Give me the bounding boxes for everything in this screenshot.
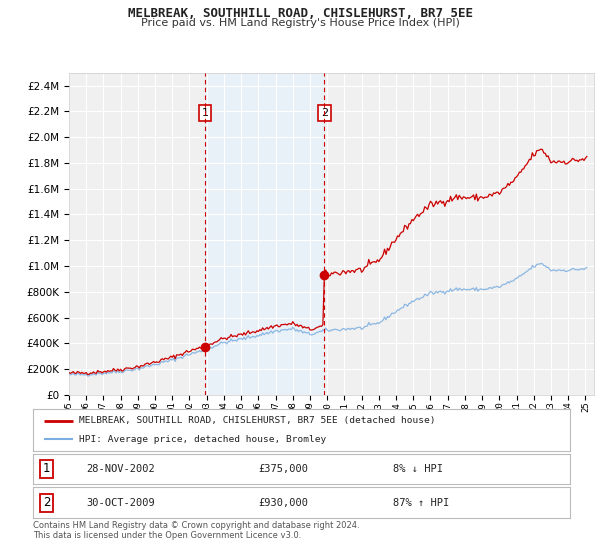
Text: 1: 1 [202,108,208,118]
Text: 2: 2 [43,496,50,509]
Text: 8% ↓ HPI: 8% ↓ HPI [393,464,443,474]
Text: 1: 1 [43,463,50,475]
Text: 2: 2 [321,108,328,118]
Text: Price paid vs. HM Land Registry's House Price Index (HPI): Price paid vs. HM Land Registry's House … [140,18,460,28]
Text: 30-OCT-2009: 30-OCT-2009 [87,498,155,507]
Text: 87% ↑ HPI: 87% ↑ HPI [393,498,449,507]
Text: £930,000: £930,000 [259,498,308,507]
Text: MELBREAK, SOUTHILL ROAD, CHISLEHURST, BR7 5EE (detached house): MELBREAK, SOUTHILL ROAD, CHISLEHURST, BR… [79,416,435,425]
Bar [205,73,324,395]
Text: 28-NOV-2002: 28-NOV-2002 [87,464,155,474]
Text: MELBREAK, SOUTHHILL ROAD, CHISLEHURST, BR7 5EE: MELBREAK, SOUTHHILL ROAD, CHISLEHURST, B… [128,7,473,20]
Text: £375,000: £375,000 [259,464,308,474]
Text: HPI: Average price, detached house, Bromley: HPI: Average price, detached house, Brom… [79,435,326,444]
Text: Contains HM Land Registry data © Crown copyright and database right 2024.
This d: Contains HM Land Registry data © Crown c… [33,521,359,540]
